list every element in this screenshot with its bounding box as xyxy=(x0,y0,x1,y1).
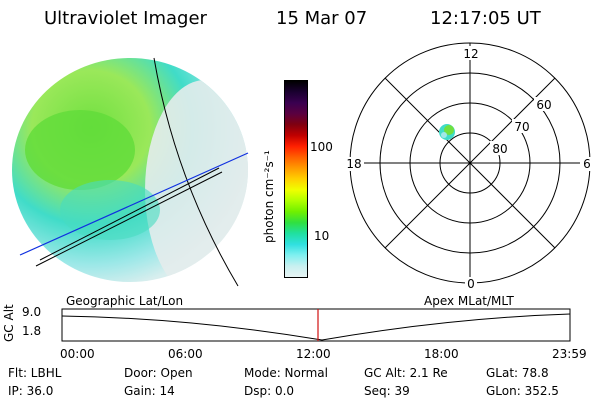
geographic-latlon-label: Geographic Lat/Lon xyxy=(66,294,184,308)
seq-info: Seq: 39 xyxy=(364,384,410,398)
dsp-info: Dsp: 0.0 xyxy=(244,384,295,398)
filter-info: Flt: LBHL xyxy=(8,366,62,380)
time-label: 12:17:05 UT xyxy=(430,8,541,29)
date-label: 15 Mar 07 xyxy=(276,8,368,29)
colorbar-unit-label: photon cm⁻²s⁻¹ xyxy=(262,150,276,243)
lat-label-70: 70 xyxy=(514,120,529,134)
terminator-line xyxy=(153,57,239,287)
door-info: Door: Open xyxy=(124,366,193,380)
mlt-label-0: 0 xyxy=(467,277,475,290)
y-tick-9: 9.0 xyxy=(22,305,42,319)
glat-info: GLat: 78.8 xyxy=(486,366,549,380)
gc-alt-info: GC Alt: 2.1 Re xyxy=(364,366,448,380)
polar-mlt-plot: 12 18 6 0 60 70 80 xyxy=(344,42,594,290)
auroral-spot xyxy=(439,124,455,140)
latitude-line-1 xyxy=(35,171,223,267)
mode-info: Mode: Normal xyxy=(244,366,328,380)
lat-label-80: 80 xyxy=(492,142,507,156)
ip-info: IP: 36.0 xyxy=(8,384,54,398)
orbit-track-line xyxy=(19,152,249,256)
y-tick-1-8: 1.8 xyxy=(22,324,42,338)
x-tick-1800: 18:00 xyxy=(424,347,459,361)
x-tick-1200: 12:00 xyxy=(296,347,331,361)
apex-mlat-mlt-label: Apex MLat/MLT xyxy=(424,294,514,308)
colorbar-tick-100: 100 xyxy=(310,140,333,154)
meridian-diagonal-2 xyxy=(384,77,556,249)
timeline-axis-label: GC Alt xyxy=(2,304,16,342)
earth-image-panel xyxy=(12,57,249,287)
colorbar-tick-10: 10 xyxy=(314,229,330,243)
gain-info: Gain: 14 xyxy=(124,384,175,398)
x-tick-0600: 06:00 xyxy=(168,347,203,361)
mlt-label-6: 6 xyxy=(583,157,591,171)
glon-info: GLon: 352.5 xyxy=(486,384,559,398)
altitude-timeline-plot xyxy=(61,308,571,342)
altitude-curve xyxy=(61,313,571,341)
mlt-label-12: 12 xyxy=(463,47,478,61)
latitude-line-2 xyxy=(39,167,220,261)
lat-label-60: 60 xyxy=(536,98,551,112)
x-tick-2359: 23:59 xyxy=(552,347,587,361)
instrument-title: Ultraviolet Imager xyxy=(44,8,207,29)
timeline-frame xyxy=(61,308,571,342)
x-tick-0000: 00:00 xyxy=(60,347,95,361)
colorbar xyxy=(284,80,308,278)
mlt-label-18: 18 xyxy=(346,157,361,171)
